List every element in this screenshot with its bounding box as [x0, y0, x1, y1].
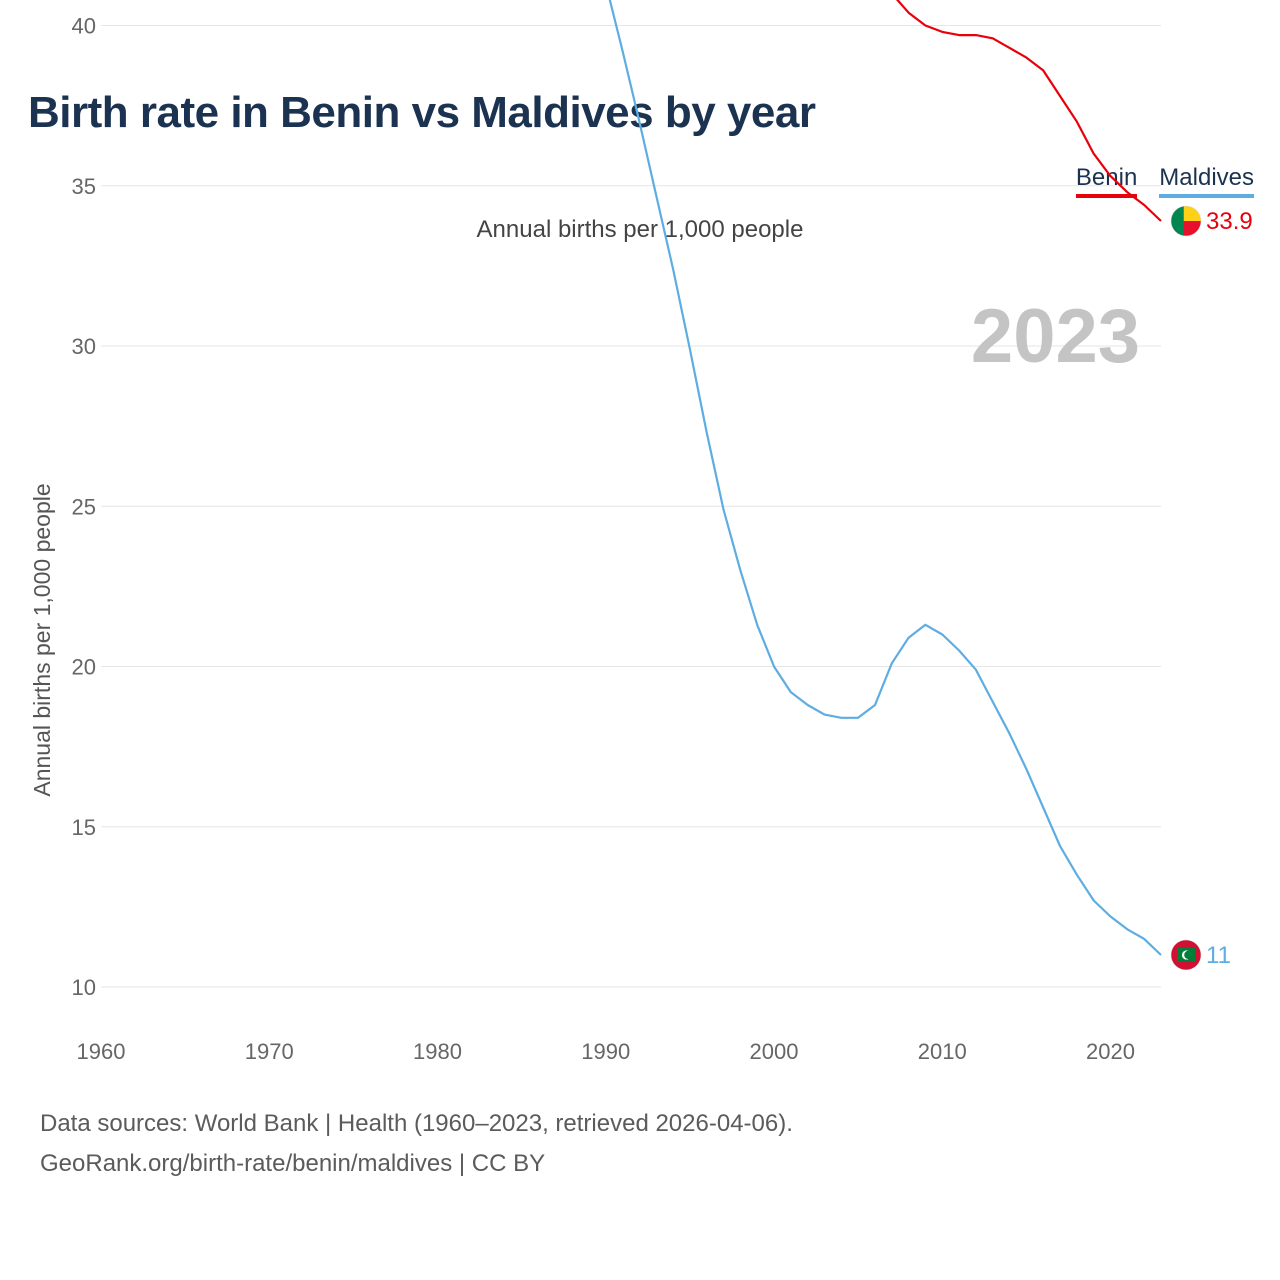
y-tick-40: 40: [72, 14, 96, 39]
y-tick-10: 10: [72, 975, 96, 1000]
x-tick-1960: 1960: [77, 1039, 126, 1064]
y-tick-20: 20: [72, 655, 96, 680]
x-tick-2020: 2020: [1086, 1039, 1135, 1064]
end-markers: 33.9 11: [1170, 205, 1253, 971]
y-axis-ticks: 101520253035404550: [72, 14, 96, 1001]
source-line-1: Data sources: World Bank | Health (1960–…: [40, 1110, 793, 1137]
series-line-benin[interactable]: [101, 0, 1162, 222]
y-tick-35: 35: [72, 174, 96, 199]
source-note: Data sources: World Bank | Health (1960–…: [40, 1104, 793, 1184]
x-tick-2010: 2010: [918, 1039, 967, 1064]
chart-subtitle: Annual births per 1,000 people: [476, 216, 804, 243]
x-tick-2000: 2000: [750, 1039, 799, 1064]
series-lines: [101, 0, 1162, 956]
y-axis-label: Annual births per 1,000 people: [29, 483, 55, 796]
x-tick-1990: 1990: [581, 1039, 630, 1064]
x-tick-1980: 1980: [413, 1039, 462, 1064]
legend-item-maldives[interactable]: Maldives: [1159, 164, 1254, 198]
y-tick-30: 30: [72, 334, 96, 359]
series-line-maldives[interactable]: [101, 0, 1162, 956]
x-axis-ticks: 1960 1970 1980 1990 2000 2010 2020: [77, 1039, 1135, 1064]
line-chart: 101520253035404550 196019701980199020002…: [29, 0, 1253, 1064]
legend-item-benin[interactable]: Benin: [1075, 164, 1138, 198]
end-value-label-maldives: 11: [1206, 942, 1231, 969]
end-value-label-benin: 33.9: [1206, 208, 1253, 235]
maldives-flag-icon: [1170, 939, 1202, 971]
source-line-2[interactable]: GeoRank.org/birth-rate/benin/maldives | …: [40, 1150, 546, 1177]
gridlines: [101, 25, 1161, 988]
y-tick-25: 25: [72, 494, 96, 519]
current-year-label: 2023: [971, 294, 1140, 379]
legend: Benin Maldives: [1075, 164, 1254, 198]
y-tick-15: 15: [72, 815, 96, 840]
benin-flag-icon: [1170, 205, 1202, 237]
x-tick-1970: 1970: [245, 1039, 294, 1064]
chart-title: Birth rate in Benin vs Maldives by year: [28, 88, 816, 137]
